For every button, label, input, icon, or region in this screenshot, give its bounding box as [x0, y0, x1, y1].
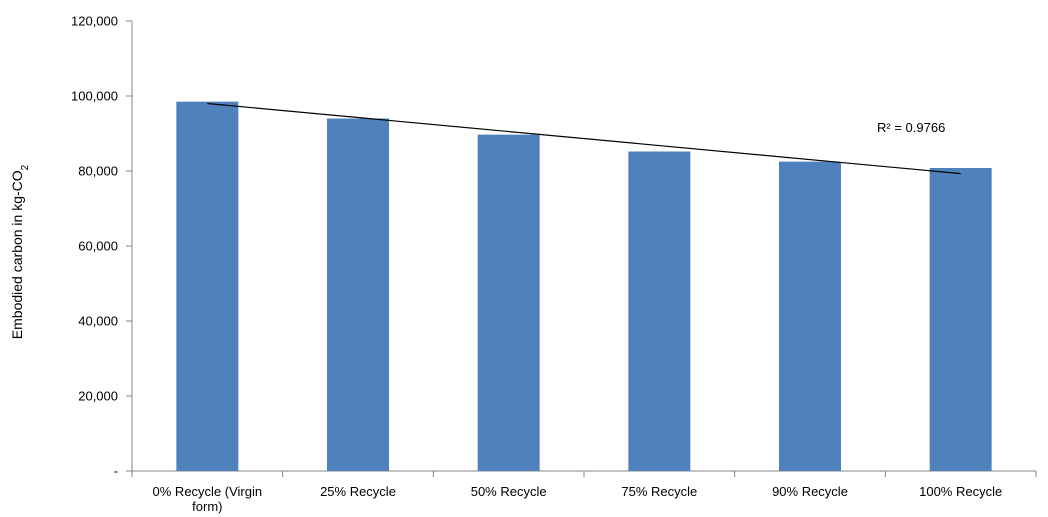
- axes-layer: -20,00040,00060,00080,000100,000120,000 …: [71, 14, 1037, 514]
- trendline-layer: R² = 0.9766: [207, 102, 961, 175]
- x-tick-label-line: 50% Recycle: [471, 484, 547, 499]
- y-axis-title: Embodied carbon in kg-CO2: [9, 164, 31, 339]
- bars-layer: [176, 101, 992, 471]
- bar: [477, 134, 540, 471]
- x-tick-label-line: 0% Recycle (Virgin: [153, 484, 263, 499]
- x-tick-label: 0% Recycle (Virgin form): [153, 484, 263, 514]
- bar: [929, 168, 992, 471]
- trendline: [207, 102, 961, 175]
- x-axis-ticks: 0% Recycle (Virgin form) 25% Recycle 50% Re…: [131, 471, 1037, 514]
- bar: [779, 161, 841, 471]
- y-tick-label: 40,000: [78, 314, 118, 329]
- y-tick-label: 100,000: [71, 89, 118, 104]
- r-squared-annotation: R² = 0.9766: [877, 120, 945, 135]
- x-tick-label: 50% Recycle: [471, 484, 547, 499]
- bar: [327, 118, 389, 471]
- y-tick-label: -: [114, 464, 118, 479]
- y-tick-label: 120,000: [71, 14, 118, 29]
- x-tick-label: 25% Recycle: [320, 484, 396, 499]
- x-tick-label-line: 75% Recycle: [621, 484, 697, 499]
- y-tick-label: 80,000: [78, 164, 118, 179]
- y-tick-label: 60,000: [78, 239, 118, 254]
- y-axis-title-main: Embodied carbon in kg-CO: [9, 170, 25, 339]
- y-axis-title-subscript: 2: [20, 164, 31, 170]
- x-tick-label-line: 100% Recycle: [919, 484, 1002, 499]
- y-axis-title-group: Embodied carbon in kg-CO2: [9, 164, 31, 339]
- x-tick-label-line: 25% Recycle: [320, 484, 396, 499]
- bar: [176, 101, 239, 471]
- bar: [628, 151, 691, 471]
- x-tick-label: 100% Recycle: [919, 484, 1002, 499]
- x-tick-label-line: 90% Recycle: [772, 484, 848, 499]
- x-tick-label-line: form): [192, 499, 222, 514]
- x-tick-label: 90% Recycle: [772, 484, 848, 499]
- x-tick-label: 75% Recycle: [621, 484, 697, 499]
- y-tick-label: 20,000: [78, 389, 118, 404]
- y-axis-ticks: - 20,000 40,000 60,000 80,000 100,000 120,000: [71, 14, 132, 479]
